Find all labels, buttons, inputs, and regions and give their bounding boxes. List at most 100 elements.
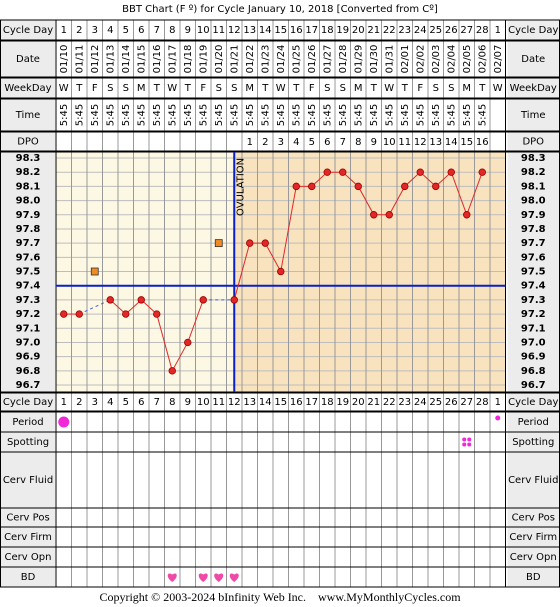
temp-point: [261, 239, 269, 247]
period-dot: [58, 416, 70, 428]
label-cell: [1, 508, 55, 527]
cycle-day: 7: [154, 25, 160, 36]
cycle-day: 14: [259, 25, 272, 36]
label-cell: [1, 547, 55, 567]
y-tick-label: 97.8: [16, 224, 41, 235]
temp-point: [401, 182, 409, 191]
cycle-day: 5: [123, 25, 129, 36]
time: 5:45: [307, 104, 318, 126]
y-tick-label: 97.0: [16, 337, 41, 348]
weekday: T: [370, 83, 378, 94]
row-label: Date: [521, 54, 545, 65]
row-label: Time: [520, 110, 545, 121]
temp-point: [354, 182, 362, 191]
row-label: Date: [16, 54, 40, 65]
cycle-day: 22: [383, 25, 396, 36]
time: 5:45: [105, 104, 116, 126]
chart-title: BBT Chart (F º) for Cycle January 10, 20…: [122, 4, 438, 15]
label-cell: [507, 132, 559, 151]
weekday: T: [401, 83, 409, 94]
label-cell: [507, 393, 559, 411]
y-tick-label: 97.6: [16, 252, 41, 263]
temp-point: [478, 168, 486, 176]
temp-point: [308, 182, 316, 191]
weekday: S: [324, 83, 330, 94]
label-cell: [507, 567, 559, 587]
date: 01/11: [74, 45, 85, 74]
weekday: T: [184, 83, 192, 94]
time: 5:45: [229, 104, 240, 126]
cycle-day: 6: [138, 25, 144, 36]
y-tick-label: 97.8: [521, 224, 546, 235]
y-tick-label: 97.4: [16, 281, 41, 292]
weekday: S: [107, 83, 113, 94]
row-label: DPO: [522, 137, 544, 148]
temp-point: [75, 310, 83, 318]
y-tick-label: 96.7: [521, 380, 546, 391]
cycle-day: 27: [460, 397, 473, 408]
dpo: 9: [371, 137, 377, 148]
row-label: Cerv Firm: [509, 532, 557, 543]
weekday: F: [200, 83, 206, 94]
cycle-day: 18: [321, 25, 334, 36]
y-tick-label: 98.0: [16, 196, 41, 207]
row-label: WeekDay: [4, 83, 51, 94]
time: 5:45: [353, 104, 364, 126]
date: 01/15: [136, 45, 147, 74]
row-label: Cycle Day: [508, 25, 558, 36]
weekday: M: [462, 83, 471, 94]
dpo: 6: [324, 137, 330, 148]
cycle-day: 10: [197, 25, 210, 36]
weekday: W: [59, 83, 69, 94]
temp-point: [370, 211, 378, 219]
weekday: W: [384, 83, 394, 94]
date: 01/22: [245, 45, 256, 74]
time: 5:45: [415, 104, 426, 126]
y-tick-label: 98.2: [16, 167, 41, 178]
date: 01/23: [260, 45, 271, 74]
time: 5:45: [446, 104, 457, 126]
cycle-day: 15: [274, 25, 287, 36]
cycle-day: 2: [76, 25, 82, 36]
cycle-day: 8: [169, 25, 175, 36]
temp-point: [184, 338, 192, 347]
weekday: T: [292, 83, 300, 94]
bd-heart: [167, 573, 177, 582]
row-label: BD: [526, 572, 541, 583]
date: 01/25: [291, 45, 302, 74]
temp-point: [416, 168, 424, 176]
time: 5:45: [369, 104, 380, 126]
cycle-day: 5: [123, 397, 129, 408]
weekday: T: [75, 83, 83, 94]
row-label: Spotting: [512, 437, 554, 448]
cycle-day: 21: [367, 397, 380, 408]
label-cell: [1, 41, 55, 77]
cycle-day: 21: [367, 25, 380, 36]
temp-point: [60, 310, 68, 318]
y-tick-label: 98.3: [16, 153, 41, 164]
row-label: BD: [21, 572, 36, 583]
row-label: Cycle Day: [508, 397, 558, 408]
bd-heart: [198, 573, 208, 582]
cycle-day: 12: [228, 397, 241, 408]
y-tick-label: 97.4: [521, 281, 546, 292]
cycle-day: 13: [243, 397, 256, 408]
label-cell: [1, 527, 55, 547]
cycle-day: 11: [212, 397, 225, 408]
y-tick-label: 97.6: [521, 252, 546, 263]
ovulation-label: OVULATION: [235, 158, 246, 216]
label-cell: [507, 78, 559, 98]
cycle-day: 13: [243, 25, 256, 36]
spotting-dot: [467, 437, 472, 442]
bd-heart: [229, 573, 239, 582]
temp-point: [122, 310, 130, 318]
temp-point: [463, 211, 471, 219]
row-label: Cycle Day: [3, 25, 53, 36]
y-tick-label: 96.9: [16, 352, 41, 363]
temp-point: [246, 239, 254, 247]
date: 02/07: [493, 45, 504, 74]
row-label: Cerv Opn: [5, 552, 52, 563]
date: 02/01: [400, 45, 411, 74]
excluded-temp: [214, 239, 223, 248]
cycle-day: 1: [61, 397, 67, 408]
